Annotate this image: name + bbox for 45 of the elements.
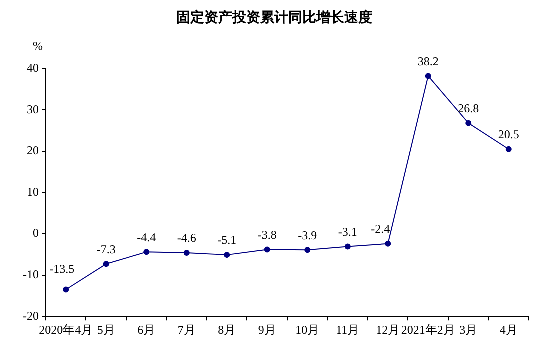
point — [63, 286, 70, 293]
data-label: -3.1 — [338, 224, 358, 239]
x-tick-label: 6月 — [138, 322, 156, 337]
data-label: -7.3 — [96, 242, 116, 256]
point — [224, 252, 230, 258]
point — [144, 249, 150, 256]
data-label: -3.9 — [298, 228, 318, 242]
x-tick-label: 5月 — [97, 322, 116, 337]
y-tick-label: 0 — [32, 226, 39, 240]
data-label: 26.8 — [458, 101, 480, 116]
x-tick-label: 3月 — [460, 322, 478, 337]
y-tick-label: 10 — [26, 184, 39, 199]
y-tick-label: -20 — [22, 308, 39, 323]
data-label: -4.6 — [177, 231, 196, 246]
point — [385, 240, 392, 247]
data-label: -5.1 — [218, 233, 237, 248]
x-tick-label: 9月 — [258, 322, 276, 337]
y-axis-title: % — [32, 38, 43, 53]
x-tick-label: 2021年2月 — [401, 322, 456, 337]
x-tick-label: 10月 — [296, 322, 320, 337]
x-tick-label: 2020年4月 — [39, 322, 94, 337]
point — [103, 261, 110, 268]
point — [506, 146, 512, 152]
point — [425, 73, 432, 80]
point — [304, 247, 311, 254]
x-tick-label: 12月 — [376, 322, 400, 337]
point — [466, 120, 472, 126]
y-tick-label: -10 — [22, 267, 39, 282]
x-tick-label: 8月 — [218, 322, 236, 337]
x-tick-label: 11月 — [336, 322, 360, 337]
data-label: -13.5 — [50, 262, 75, 276]
point — [264, 246, 270, 253]
y-tick-label: 30 — [26, 102, 39, 116]
y-tick-label: 20 — [26, 144, 39, 158]
y-tick-label: 40 — [26, 60, 39, 75]
chart-title: 固定资产投资累计同比增长速度 — [176, 9, 372, 26]
x-tick-label: 7月 — [178, 322, 196, 337]
point — [184, 250, 190, 256]
data-label: 38.2 — [418, 54, 439, 68]
x-tick-label: 4月 — [500, 322, 518, 337]
data-label: 20.5 — [498, 127, 520, 142]
point — [344, 244, 351, 250]
data-label: -2.4 — [371, 222, 390, 236]
data-label: -4.4 — [137, 230, 156, 244]
data-label: -3.8 — [258, 228, 277, 242]
